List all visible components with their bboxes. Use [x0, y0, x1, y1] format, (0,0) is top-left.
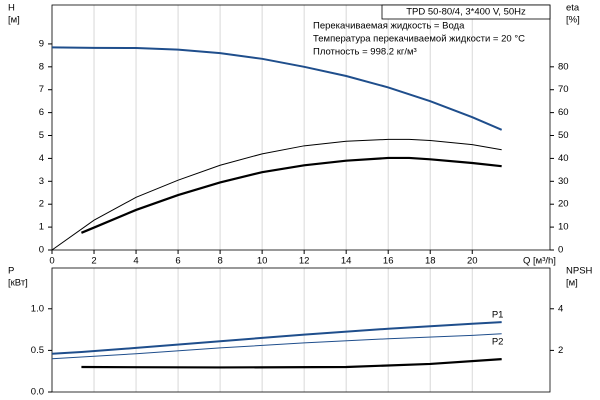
x-tick-label: 16: [383, 256, 394, 267]
series-line: [51, 321, 502, 355]
y2-tick-label: 40: [558, 153, 569, 164]
y2-tick-label: 50: [558, 130, 569, 141]
y2-tick-label: 80: [558, 61, 569, 72]
y-tick-label: 0: [39, 245, 44, 256]
y-axis-label: P: [8, 266, 14, 277]
y2-tick-label: 4: [558, 303, 563, 314]
y2-axis-label: NPSH: [566, 266, 593, 277]
y-axis-label: H: [8, 3, 15, 14]
x-tick-label: 4: [133, 256, 138, 267]
series-label: P2: [492, 336, 504, 347]
x-tick-label: 8: [217, 256, 222, 267]
series-label: P1: [492, 310, 504, 321]
y-tick-label: 8: [39, 61, 44, 72]
x-tick-label: 0: [49, 256, 54, 267]
y-tick-label: 9: [39, 38, 44, 49]
series-line: [51, 138, 502, 251]
y-tick-label: 0.0: [31, 387, 44, 398]
y2-tick-label: 70: [558, 84, 569, 95]
y2-axis-label: [%]: [566, 15, 580, 26]
series-line: [80, 156, 502, 234]
annotation: Плотность = 998.2 кг/м³: [313, 47, 417, 58]
y-tick-label: 2: [39, 199, 44, 210]
x-tick-label: 14: [341, 256, 352, 267]
y-tick-label: 7: [39, 84, 44, 95]
x-tick-label: 18: [425, 256, 436, 267]
y-tick-label: 4: [39, 153, 44, 164]
title-box: [381, 4, 551, 20]
series-line: [81, 358, 502, 369]
y-tick-label: 0.5: [31, 345, 44, 356]
x-tick-label: 2: [91, 256, 96, 267]
y-tick-label: 1: [39, 222, 44, 233]
x-tick-label: 10: [257, 256, 268, 267]
annotation: Перекачиваемая жидкость = Вода: [313, 21, 465, 32]
chart-title: TPD 50-80/4, 3*400 V, 50Hz: [406, 7, 526, 18]
series-line: [51, 333, 502, 360]
y2-axis-label: eta: [566, 3, 580, 14]
y-tick-label: 6: [39, 107, 44, 118]
x-tick-label: 6: [175, 256, 180, 267]
series-line: [51, 46, 503, 131]
y2-tick-label: 30: [558, 176, 569, 187]
y-axis-label: [кВт]: [8, 278, 28, 289]
y-axis-label: [м]: [8, 15, 20, 26]
x-tick-label: 12: [299, 256, 310, 267]
y2-tick-label: 2: [558, 345, 563, 356]
y2-tick-label: 60: [558, 107, 569, 118]
annotation: Температура перекачиваемой жидкости = 20…: [313, 34, 525, 45]
plot-frame: [51, 4, 551, 251]
x-tick-label: 20: [467, 256, 478, 267]
y-tick-label: 5: [39, 130, 44, 141]
y2-tick-label: 10: [558, 222, 569, 233]
plot-frame: [51, 267, 551, 393]
y2-tick-label: 20: [558, 199, 569, 210]
y-tick-label: 3: [39, 176, 44, 187]
y2-axis-label: [м]: [566, 278, 578, 289]
x-axis-label: Q [м³/h]: [523, 256, 556, 267]
y-tick-label: 1.0: [31, 303, 44, 314]
y2-tick-label: 0: [558, 245, 563, 256]
